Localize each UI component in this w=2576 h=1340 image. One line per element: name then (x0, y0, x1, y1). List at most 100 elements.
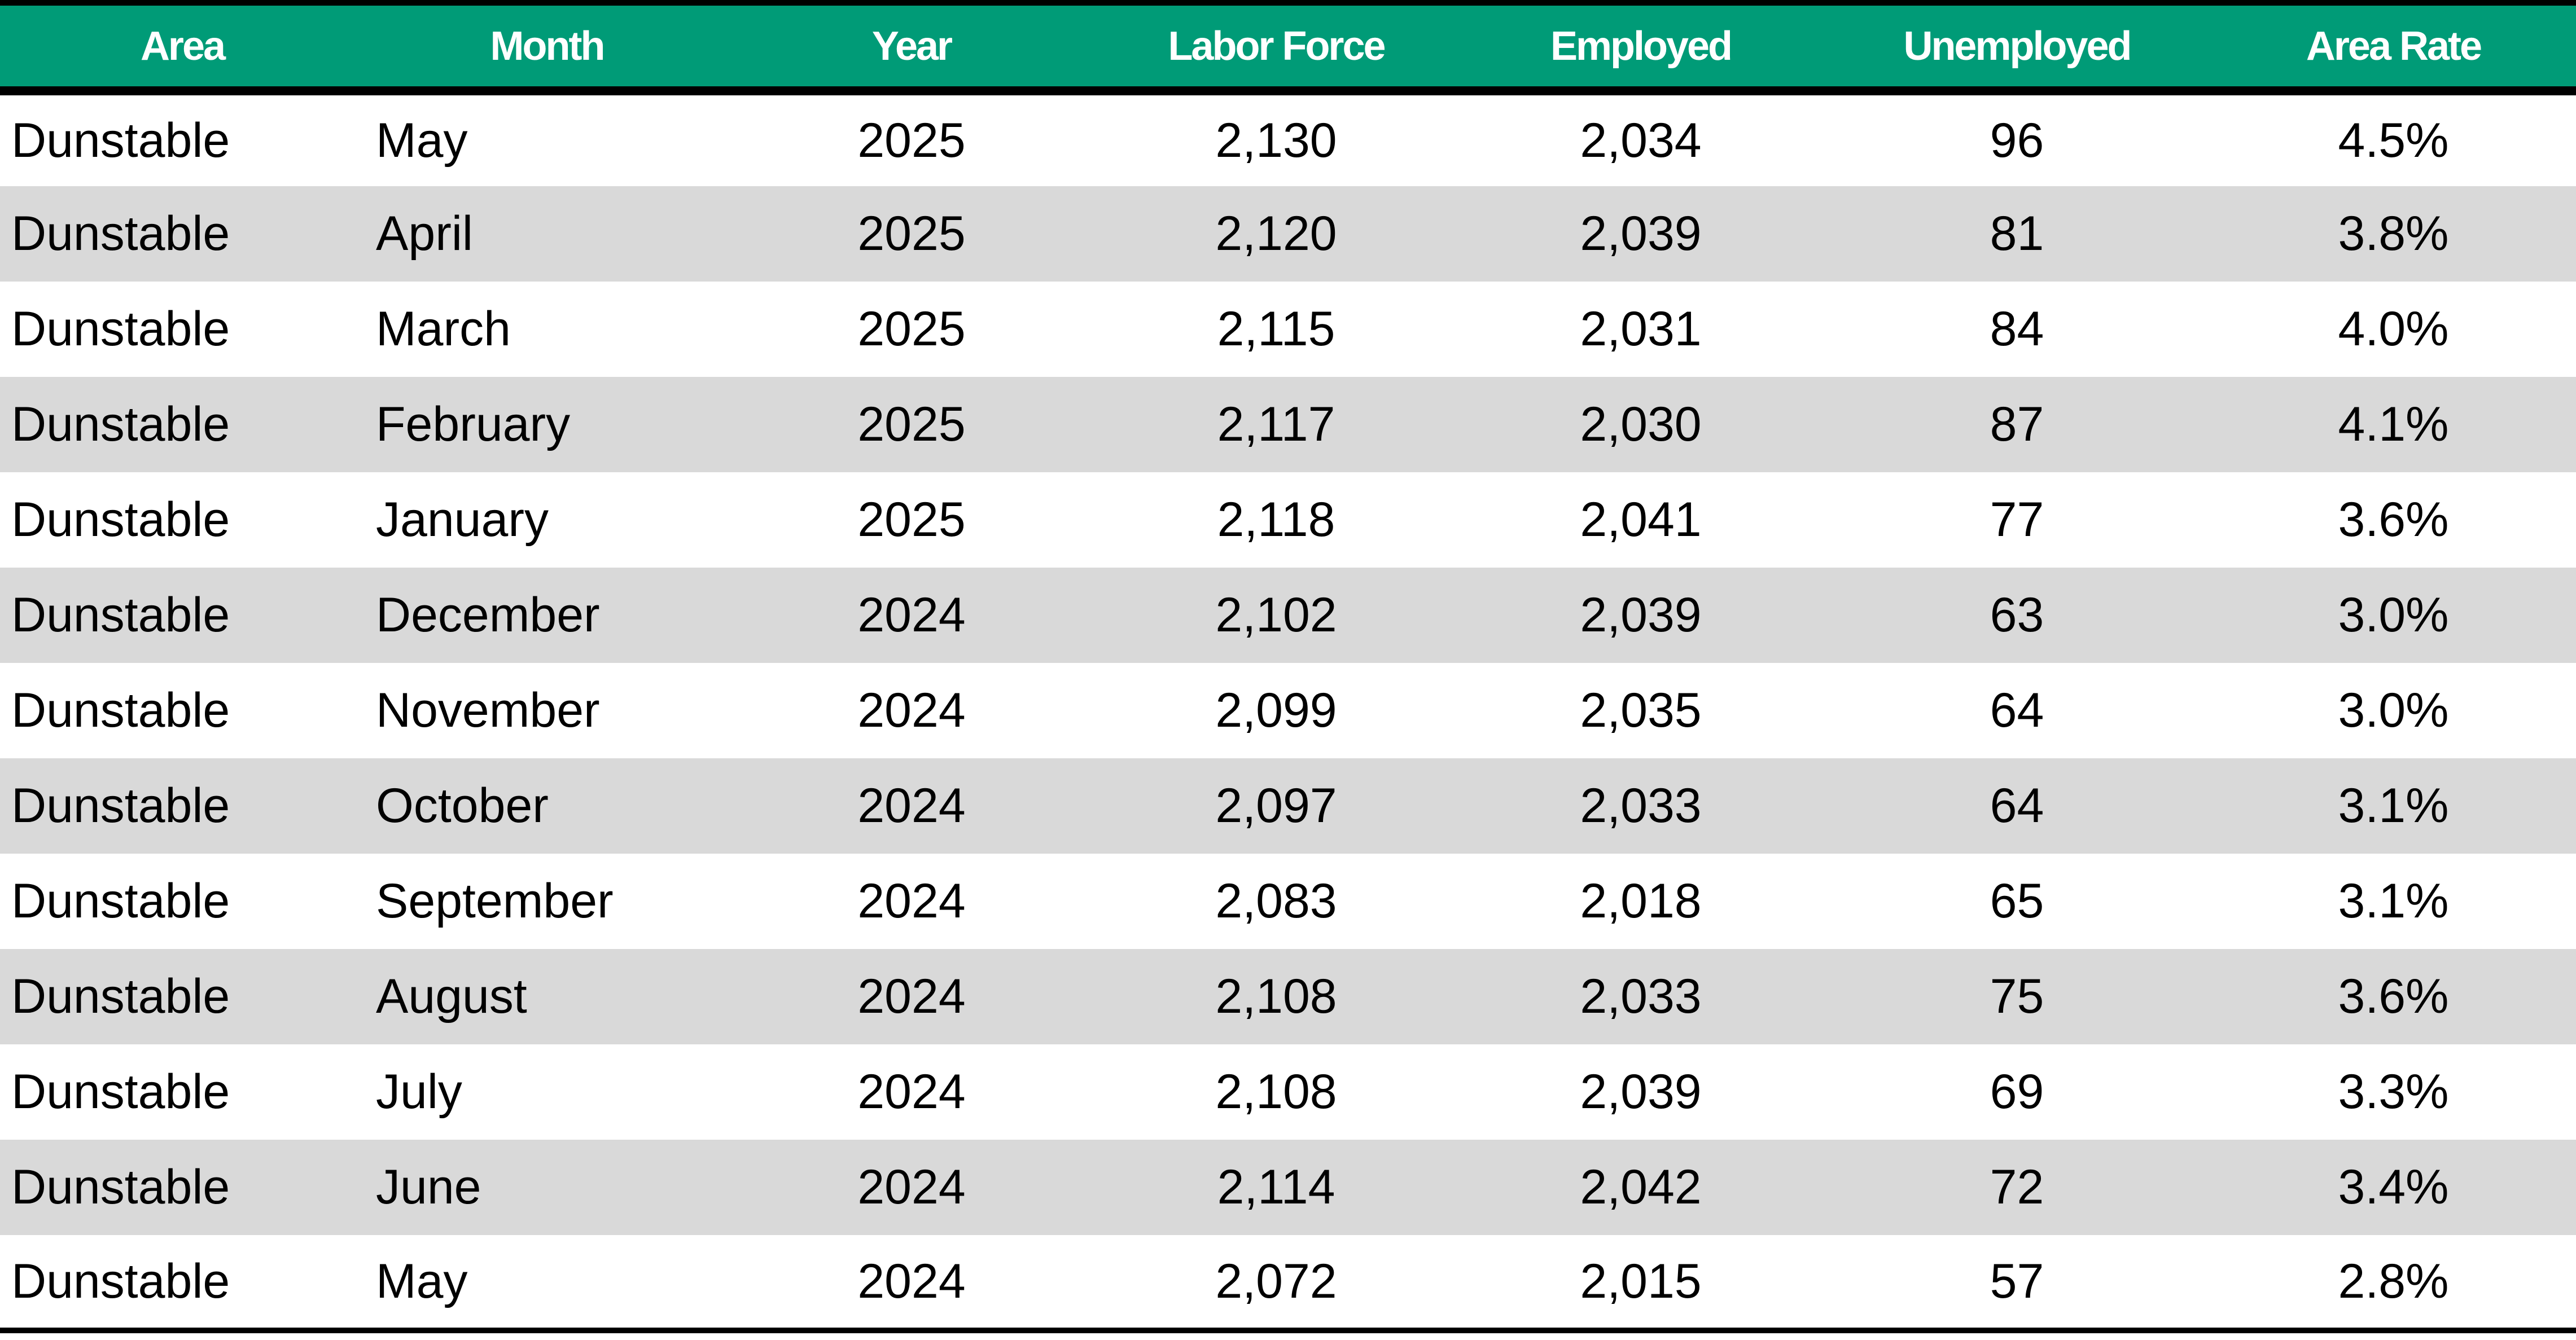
labor-force-cell: 2,115 (1094, 282, 1458, 377)
labor-force-cell: 2,120 (1094, 186, 1458, 282)
month-cell: December (365, 568, 729, 663)
unemployed-cell: 57 (1823, 1235, 2211, 1333)
month-cell: May (365, 91, 729, 186)
table-row: Dunstable November 2024 2,099 2,035 64 3.0% (0, 663, 2576, 758)
area-rate-cell: 4.1% (2211, 377, 2576, 472)
table-row: Dunstable June 2024 2,114 2,042 72 3.4% (0, 1140, 2576, 1235)
month-cell: July (365, 1044, 729, 1140)
employed-cell: 2,033 (1458, 949, 1823, 1044)
unemployed-cell: 64 (1823, 758, 2211, 854)
employed-cell: 2,042 (1458, 1140, 1823, 1235)
area-rate-cell: 3.8% (2211, 186, 2576, 282)
area-cell: Dunstable (0, 663, 365, 758)
year-cell: 2024 (729, 1140, 1094, 1235)
area-cell: Dunstable (0, 1235, 365, 1333)
year-cell: 2024 (729, 663, 1094, 758)
area-rate-cell: 3.3% (2211, 1044, 2576, 1140)
employed-cell: 2,039 (1458, 186, 1823, 282)
table-row: Dunstable December 2024 2,102 2,039 63 3.0% (0, 568, 2576, 663)
employed-cell: 2,039 (1458, 568, 1823, 663)
column-header-month: Month (365, 0, 729, 95)
year-cell: 2024 (729, 568, 1094, 663)
area-rate-cell: 3.0% (2211, 663, 2576, 758)
area-cell: Dunstable (0, 91, 365, 186)
column-header-employed: Employed (1458, 0, 1823, 95)
area-rate-cell: 3.0% (2211, 568, 2576, 663)
unemployed-cell: 75 (1823, 949, 2211, 1044)
year-cell: 2025 (729, 282, 1094, 377)
area-cell: Dunstable (0, 186, 365, 282)
employed-cell: 2,033 (1458, 758, 1823, 854)
table-row: Dunstable April 2025 2,120 2,039 81 3.8% (0, 186, 2576, 282)
labor-force-cell: 2,130 (1094, 91, 1458, 186)
table-row: Dunstable October 2024 2,097 2,033 64 3.1% (0, 758, 2576, 854)
area-rate-cell: 2.8% (2211, 1235, 2576, 1333)
table-row: Dunstable May 2024 2,072 2,015 57 2.8% (0, 1235, 2576, 1333)
employed-cell: 2,015 (1458, 1235, 1823, 1333)
area-cell: Dunstable (0, 1140, 365, 1235)
year-cell: 2025 (729, 91, 1094, 186)
employed-cell: 2,031 (1458, 282, 1823, 377)
unemployed-cell: 72 (1823, 1140, 2211, 1235)
area-rate-cell: 3.1% (2211, 758, 2576, 854)
employed-cell: 2,034 (1458, 91, 1823, 186)
employed-cell: 2,018 (1458, 854, 1823, 949)
header-row: Area Month Year Labor Force Employed Une… (0, 0, 2576, 95)
unemployed-cell: 84 (1823, 282, 2211, 377)
unemployed-cell: 77 (1823, 472, 2211, 568)
employed-cell: 2,041 (1458, 472, 1823, 568)
table-row: Dunstable May 2025 2,130 2,034 96 4.5% (0, 91, 2576, 186)
year-cell: 2025 (729, 377, 1094, 472)
labor-force-cell: 2,072 (1094, 1235, 1458, 1333)
area-rate-cell: 3.6% (2211, 949, 2576, 1044)
month-cell: September (365, 854, 729, 949)
labor-force-cell: 2,097 (1094, 758, 1458, 854)
area-cell: Dunstable (0, 854, 365, 949)
year-cell: 2024 (729, 1044, 1094, 1140)
area-cell: Dunstable (0, 1044, 365, 1140)
area-cell: Dunstable (0, 377, 365, 472)
unemployed-cell: 69 (1823, 1044, 2211, 1140)
month-cell: November (365, 663, 729, 758)
area-rate-cell: 4.5% (2211, 91, 2576, 186)
column-header-area: Area (0, 0, 365, 95)
employed-cell: 2,035 (1458, 663, 1823, 758)
labor-force-cell: 2,099 (1094, 663, 1458, 758)
area-cell: Dunstable (0, 472, 365, 568)
month-cell: October (365, 758, 729, 854)
table-row: Dunstable August 2024 2,108 2,033 75 3.6% (0, 949, 2576, 1044)
unemployed-cell: 96 (1823, 91, 2211, 186)
unemployed-cell: 65 (1823, 854, 2211, 949)
month-cell: January (365, 472, 729, 568)
table-body: Dunstable May 2025 2,130 2,034 96 4.5% Dunstabl… (0, 91, 2576, 1333)
area-cell: Dunstable (0, 758, 365, 854)
unemployed-cell: 64 (1823, 663, 2211, 758)
table-row: Dunstable July 2024 2,108 2,039 69 3.3% (0, 1044, 2576, 1140)
month-cell: March (365, 282, 729, 377)
year-cell: 2025 (729, 472, 1094, 568)
unemployed-cell: 81 (1823, 186, 2211, 282)
year-cell: 2024 (729, 1235, 1094, 1333)
column-header-year: Year (729, 0, 1094, 95)
year-cell: 2025 (729, 186, 1094, 282)
table-row: Dunstable January 2025 2,118 2,041 77 3.6% (0, 472, 2576, 568)
labor-force-cell: 2,118 (1094, 472, 1458, 568)
area-cell: Dunstable (0, 568, 365, 663)
labor-force-cell: 2,108 (1094, 1044, 1458, 1140)
area-cell: Dunstable (0, 282, 365, 377)
table-row: Dunstable March 2025 2,115 2,031 84 4.0% (0, 282, 2576, 377)
table-header: Area Month Year Labor Force Employed Une… (0, 0, 2576, 95)
employed-cell: 2,030 (1458, 377, 1823, 472)
table-row: Dunstable September 2024 2,083 2,018 65 3.1% (0, 854, 2576, 949)
column-header-unemployed: Unemployed (1823, 0, 2211, 95)
labor-force-cell: 2,108 (1094, 949, 1458, 1044)
table-row: Dunstable February 2025 2,117 2,030 87 4.1% (0, 377, 2576, 472)
area-rate-cell: 3.1% (2211, 854, 2576, 949)
labor-force-cell: 2,083 (1094, 854, 1458, 949)
month-cell: April (365, 186, 729, 282)
column-header-labor-force: Labor Force (1094, 0, 1458, 95)
area-rate-cell: 3.4% (2211, 1140, 2576, 1235)
area-rate-cell: 4.0% (2211, 282, 2576, 377)
